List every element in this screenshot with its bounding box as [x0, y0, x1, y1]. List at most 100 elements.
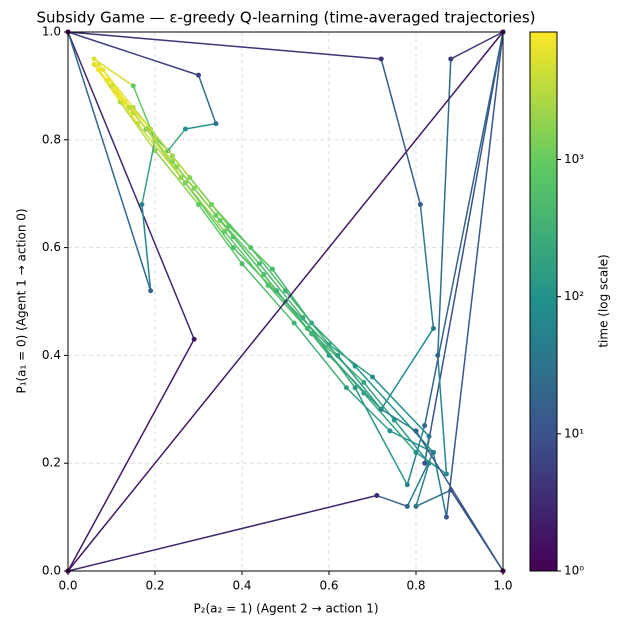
trajectory-point [130, 83, 136, 89]
trajectory-segment [141, 139, 156, 205]
trajectory-segment [67, 31, 504, 572]
trajectory-point [91, 61, 97, 67]
trajectory-point [413, 503, 419, 509]
trajectory-segment [150, 128, 191, 179]
trajectory-segment [215, 214, 260, 265]
trajectory-segment [445, 31, 504, 518]
x-tick-label: 0.6 [319, 579, 338, 593]
trajectory-segment [180, 177, 226, 232]
trajectory-point [178, 175, 184, 181]
trajectory-segment [228, 225, 273, 270]
trajectory-point [139, 201, 145, 207]
trajectory-segment [406, 452, 435, 507]
trajectory-point [300, 315, 306, 321]
trajectory-segment [258, 263, 304, 319]
trajectory-segment [371, 376, 430, 437]
colorbar-tick-label: 10¹ [564, 426, 584, 440]
trajectory-point [126, 104, 132, 110]
chart-title: Subsidy Game — ε-greedy Q-learning (time… [36, 9, 535, 27]
trajectory-point [226, 223, 232, 229]
trajectory-segment [311, 322, 356, 367]
trajectory-segment [224, 230, 269, 286]
trajectory-point [343, 385, 349, 391]
trajectory-segment [419, 204, 435, 329]
trajectory-segment [380, 58, 422, 205]
trajectory-point [404, 503, 410, 509]
trajectory-point [191, 336, 197, 342]
y-tick-label: 0.8 [42, 132, 61, 146]
trajectory-segment [197, 204, 243, 265]
trajectory-segment [337, 354, 382, 410]
trajectory-segment [185, 122, 217, 130]
trajectory-segment [197, 74, 217, 124]
trajectory-segment [276, 290, 330, 356]
trajectory-point [370, 374, 375, 380]
trajectory-segment [406, 425, 426, 485]
trajectory-point [335, 352, 341, 358]
x-tick-label: 0.4 [232, 579, 251, 593]
trajectory-segment [97, 63, 134, 108]
trajectory-segment [415, 430, 504, 572]
x-tick-label: 0.0 [58, 579, 77, 593]
trajectory-point [361, 379, 367, 385]
trajectory-point [448, 56, 454, 62]
trajectory-point [378, 406, 384, 412]
trajectory-segment [67, 31, 152, 291]
trajectory-segment [67, 494, 378, 572]
trajectory-segment [380, 328, 435, 410]
trajectory-segment [154, 150, 200, 205]
trajectory-point [417, 201, 423, 207]
trajectory-segment [437, 355, 448, 475]
trajectory-point [352, 385, 358, 391]
trajectory-segment [376, 494, 408, 508]
y-tick-label: 1.0 [42, 25, 61, 39]
trajectory-point [291, 320, 297, 326]
trajectory-segment [354, 387, 408, 486]
trajectory-segment [437, 58, 452, 356]
trajectory-point [422, 422, 428, 428]
trajectory-segment [67, 31, 199, 76]
colorbar-label: time (log scale) [597, 254, 611, 347]
trajectory-segment [67, 338, 195, 572]
y-tick-label: 0.2 [42, 456, 61, 470]
trajectory-point [182, 126, 188, 132]
trajectory-point [269, 266, 275, 272]
trajectory-segment [415, 462, 430, 507]
trajectory-segment [450, 31, 504, 60]
trajectory-point [413, 428, 419, 434]
trajectory-point [148, 288, 154, 294]
trajectory-point [91, 56, 97, 62]
trajectory-segment [171, 160, 217, 216]
trajectory-segment [67, 31, 382, 60]
trajectory-segment [415, 489, 452, 508]
trajectory-segment [389, 430, 434, 454]
trajectory-point [374, 493, 380, 499]
x-axis-label: P₂(a₂ = 1) (Agent 2 → action 1) [193, 602, 378, 616]
trajectory-point [230, 245, 236, 251]
trajectory-point [239, 261, 245, 267]
trajectory-point [422, 460, 428, 466]
colorbar-tick-label: 10⁰ [564, 564, 584, 578]
trajectory-point [222, 228, 228, 234]
trajectory-point [426, 433, 432, 439]
trajectory-point [169, 158, 175, 164]
trajectory-point [213, 212, 219, 218]
x-tick-label: 0.2 [145, 579, 164, 593]
trajectory-point [256, 261, 262, 267]
trajectory-segment [423, 31, 504, 464]
trajectory-point [274, 288, 280, 294]
trajectory-point [443, 514, 449, 520]
trajectory-point [196, 72, 201, 78]
plot-frame [67, 31, 504, 572]
trajectory-segment [67, 31, 195, 340]
trajectory-point [443, 471, 449, 477]
y-tick-label: 0.0 [42, 564, 61, 578]
trajectory-segment [189, 177, 230, 227]
trajectory-point [309, 320, 315, 326]
trajectory-segment [302, 317, 356, 389]
trajectory-segment [128, 106, 173, 162]
trajectory-segment [141, 204, 152, 291]
trajectory-segment [328, 344, 373, 378]
trajectory-segment [423, 31, 504, 426]
colorbar-tick-label: 10² [564, 289, 584, 303]
